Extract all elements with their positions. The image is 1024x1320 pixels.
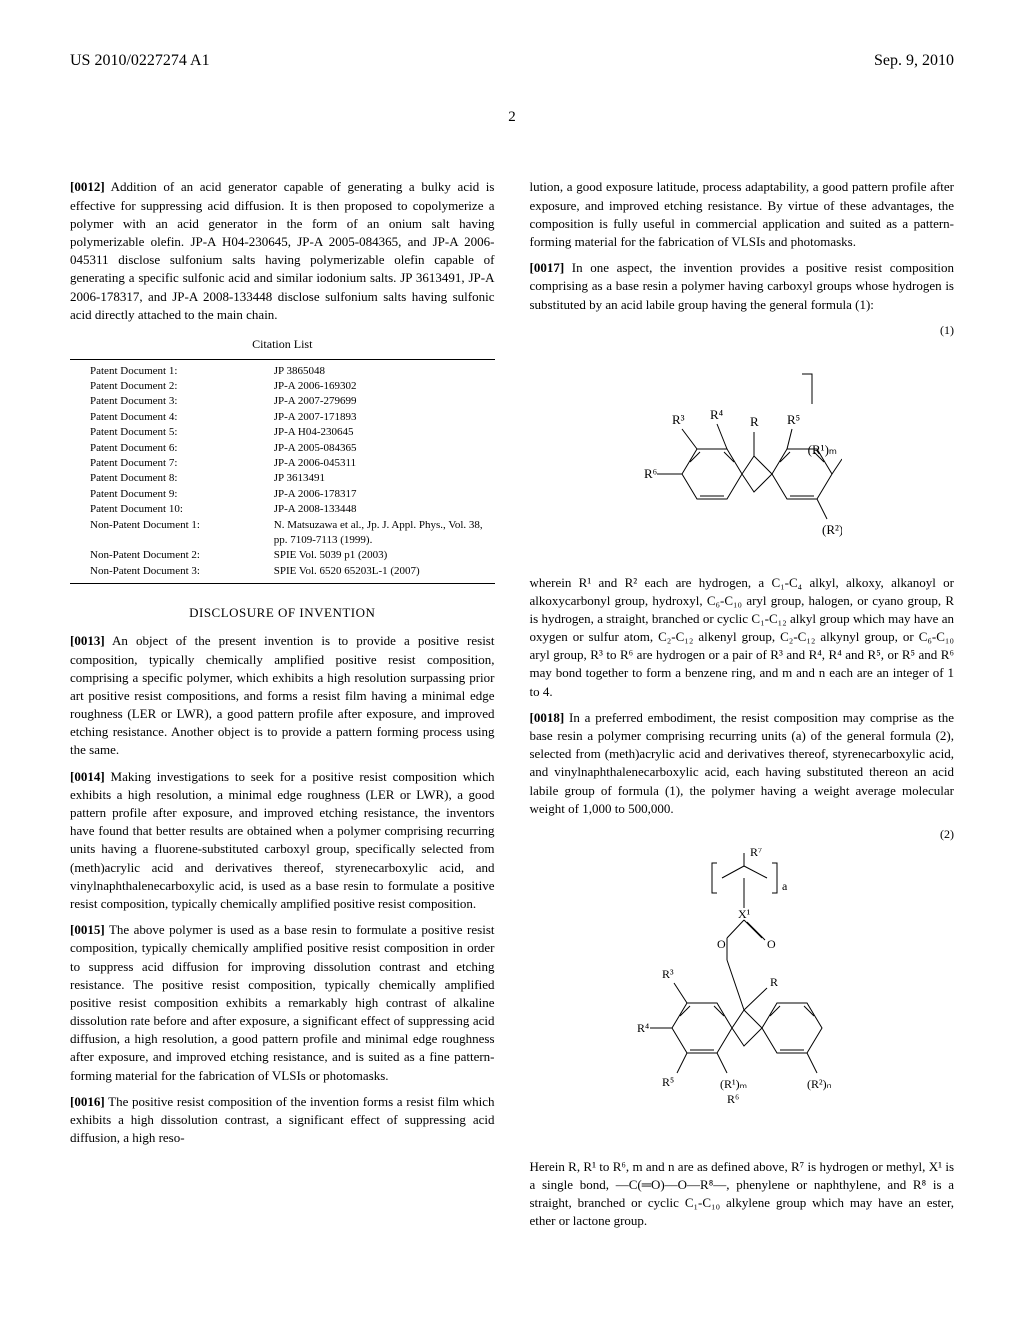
citation-row: Patent Document 10:JP-A 2008-133448	[70, 502, 495, 517]
citation-list-title: Citation List	[70, 336, 495, 353]
para-num: [0016]	[70, 1094, 105, 1109]
citation-row: Patent Document 5:JP-A H04-230645	[70, 425, 495, 440]
paragraph-0013: [0013] An object of the present inventio…	[70, 632, 495, 759]
paragraph-herein: Herein R, R¹ to R⁶, m and n are as defin…	[530, 1158, 955, 1231]
citation-value: JP 3613491	[274, 471, 495, 486]
citation-row: Patent Document 8:JP 3613491	[70, 471, 495, 486]
citation-value: JP-A 2007-279699	[274, 394, 495, 409]
paragraph-0018: [0018] In a preferred embodiment, the re…	[530, 709, 955, 818]
disclosure-title: DISCLOSURE OF INVENTION	[70, 604, 495, 622]
formula-1-label: (1)	[530, 322, 955, 339]
publication-number: US 2010/0227274 A1	[70, 50, 210, 72]
chem-label-O2: O	[767, 937, 776, 951]
citation-label: Patent Document 1:	[70, 364, 274, 379]
para-num: [0015]	[70, 922, 105, 937]
chem-label-R1m: (R¹)ₘ	[720, 1077, 747, 1091]
right-column: lution, a good exposure latitude, proces…	[530, 178, 955, 1238]
paragraph-0015: [0015] The above polymer is used as a ba…	[70, 921, 495, 1085]
para-num: [0018]	[530, 710, 565, 725]
left-column: [0012] Addition of an acid generator cap…	[70, 178, 495, 1238]
citation-row: Non-Patent Document 2:SPIE Vol. 5039 p1 …	[70, 548, 495, 563]
citation-value: JP-A H04-230645	[274, 425, 495, 440]
citation-label: Non-Patent Document 1:	[70, 518, 274, 549]
para-num: [0014]	[70, 769, 105, 784]
citation-value: JP-A 2008-133448	[274, 502, 495, 517]
page-number: 2	[70, 107, 954, 128]
chem-label-R3: R³	[662, 967, 674, 981]
citation-label: Patent Document 6:	[70, 441, 274, 456]
chem-label-R2n: (R²)ₙ	[807, 1077, 832, 1091]
paragraph-0016: [0016] The positive resist composition o…	[70, 1093, 495, 1148]
chem-label-R5: R⁵	[787, 412, 800, 427]
chem-label-R7: R⁷	[750, 848, 762, 859]
citation-row: Patent Document 2:JP-A 2006-169302	[70, 379, 495, 394]
chem-label-R1m: (R¹)ₘ	[807, 442, 836, 457]
citation-label: Non-Patent Document 3:	[70, 564, 274, 579]
chemical-structure-1: R R³ R⁴ R⁵ (R¹)ₘ (R²)ₙ R⁶	[642, 344, 842, 554]
citation-table: Patent Document 1:JP 3865048Patent Docum…	[70, 359, 495, 584]
chem-label-R3: R³	[672, 412, 685, 427]
chem-label-R6: R⁶	[727, 1092, 739, 1106]
chem-label-a: a	[782, 879, 788, 893]
citation-label: Patent Document 7:	[70, 456, 274, 471]
citation-value: JP-A 2007-171893	[274, 410, 495, 425]
chem-label-R5: R⁵	[662, 1075, 674, 1089]
publication-date: Sep. 9, 2010	[874, 50, 954, 72]
para-text: An object of the present invention is to…	[70, 633, 495, 757]
paragraph-continuation: lution, a good exposure latitude, proces…	[530, 178, 955, 251]
chem-label-R: R	[750, 414, 759, 429]
paragraph-wherein-1: wherein R¹ and R² each are hydrogen, a C…	[530, 574, 955, 701]
citation-value: SPIE Vol. 6520 65203L-1 (2007)	[274, 564, 495, 579]
citation-value: JP-A 2005-084365	[274, 441, 495, 456]
citation-label: Patent Document 4:	[70, 410, 274, 425]
chem-label-X1: X¹	[738, 907, 751, 921]
para-text: The positive resist composition of the i…	[70, 1094, 495, 1145]
two-column-layout: [0012] Addition of an acid generator cap…	[70, 178, 954, 1238]
citation-value: JP-A 2006-178317	[274, 487, 495, 502]
chem-label-R6: R⁶	[644, 466, 657, 481]
chemical-structure-2: R⁷ a X¹ O O R R³ R⁴ R⁵ (R¹)ₘ R⁶ (R²)ₙ	[632, 848, 852, 1138]
citation-value: JP-A 2006-045311	[274, 456, 495, 471]
para-num: [0013]	[70, 633, 105, 648]
citation-label: Patent Document 2:	[70, 379, 274, 394]
citation-row: Patent Document 1:JP 3865048	[70, 364, 495, 379]
citation-label: Patent Document 10:	[70, 502, 274, 517]
para-text: The above polymer is used as a base resi…	[70, 922, 495, 1083]
citation-row: Patent Document 9:JP-A 2006-178317	[70, 487, 495, 502]
citation-row: Patent Document 6:JP-A 2005-084365	[70, 441, 495, 456]
citation-label: Patent Document 8:	[70, 471, 274, 486]
paragraph-0012: [0012] Addition of an acid generator cap…	[70, 178, 495, 324]
chem-label-R2n: (R²)ₙ	[822, 522, 842, 537]
chem-label-R4: R⁴	[710, 407, 724, 422]
citation-row: Patent Document 3:JP-A 2007-279699	[70, 394, 495, 409]
citation-label: Patent Document 9:	[70, 487, 274, 502]
paragraph-0017: [0017] In one aspect, the invention prov…	[530, 259, 955, 314]
formula-2-label: (2)	[530, 826, 955, 843]
citation-label: Patent Document 3:	[70, 394, 274, 409]
citation-value: JP-A 2006-169302	[274, 379, 495, 394]
citation-value: JP 3865048	[274, 364, 495, 379]
citation-value: SPIE Vol. 5039 p1 (2003)	[274, 548, 495, 563]
para-num: [0017]	[530, 260, 565, 275]
citation-row: Non-Patent Document 1:N. Matsuzawa et al…	[70, 518, 495, 549]
citation-label: Patent Document 5:	[70, 425, 274, 440]
para-num: [0012]	[70, 179, 105, 194]
para-text: In one aspect, the invention provides a …	[530, 260, 955, 311]
para-text: Addition of an acid generator capable of…	[70, 179, 495, 321]
citation-label: Non-Patent Document 2:	[70, 548, 274, 563]
paragraph-0014: [0014] Making investigations to seek for…	[70, 768, 495, 914]
para-text: In a preferred embodiment, the resist co…	[530, 710, 955, 816]
citation-value: N. Matsuzawa et al., Jp. J. Appl. Phys.,…	[274, 518, 495, 549]
citation-row: Patent Document 4:JP-A 2007-171893	[70, 410, 495, 425]
citation-row: Patent Document 7:JP-A 2006-045311	[70, 456, 495, 471]
chem-label-R4: R⁴	[637, 1021, 649, 1035]
citation-row: Non-Patent Document 3:SPIE Vol. 6520 652…	[70, 564, 495, 579]
page-header: US 2010/0227274 A1 Sep. 9, 2010	[70, 50, 954, 72]
para-text: Making investigations to seek for a posi…	[70, 769, 495, 911]
chem-label-O1: O	[717, 937, 726, 951]
chem-label-R: R	[770, 975, 778, 989]
